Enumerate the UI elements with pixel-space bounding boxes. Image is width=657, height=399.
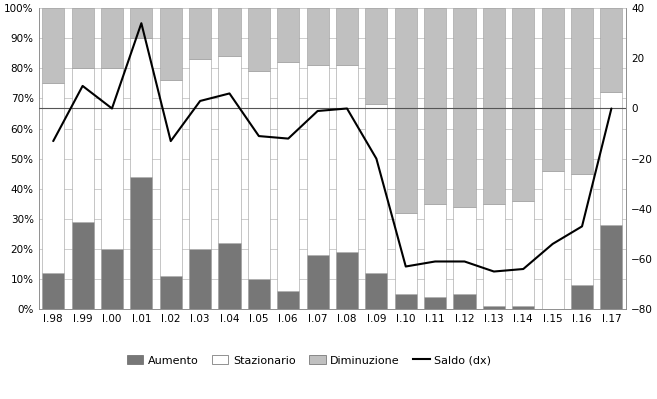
Bar — [160, 8, 182, 81]
Bar — [101, 68, 123, 249]
Bar — [600, 93, 622, 225]
Bar — [600, 225, 622, 309]
Bar — [453, 294, 476, 309]
Bar — [130, 38, 152, 177]
Legend: Aumento, Stazionario, Diminuzione, Saldo (dx): Aumento, Stazionario, Diminuzione, Saldo… — [122, 351, 495, 370]
Bar — [541, 8, 564, 171]
Bar — [483, 306, 505, 309]
Bar — [365, 273, 388, 309]
Bar — [277, 291, 299, 309]
Bar — [336, 8, 358, 65]
Bar — [189, 8, 211, 59]
Bar — [453, 207, 476, 294]
Bar — [307, 8, 328, 65]
Bar — [277, 62, 299, 291]
Bar — [307, 255, 328, 309]
Bar — [219, 243, 240, 309]
Bar — [512, 201, 534, 306]
Bar — [42, 8, 64, 83]
Bar — [307, 65, 328, 255]
Bar — [571, 285, 593, 309]
Bar — [72, 8, 93, 68]
Bar — [72, 68, 93, 222]
Bar — [424, 8, 446, 204]
Bar — [130, 8, 152, 38]
Bar — [219, 8, 240, 56]
Bar — [424, 297, 446, 309]
Bar — [72, 222, 93, 309]
Bar — [483, 8, 505, 204]
Bar — [189, 59, 211, 249]
Bar — [42, 83, 64, 273]
Bar — [424, 204, 446, 297]
Bar — [365, 105, 388, 273]
Bar — [336, 65, 358, 252]
Bar — [395, 8, 417, 213]
Bar — [189, 249, 211, 309]
Bar — [248, 8, 270, 71]
Bar — [219, 56, 240, 243]
Bar — [365, 8, 388, 105]
Bar — [130, 177, 152, 309]
Bar — [160, 81, 182, 276]
Bar — [571, 8, 593, 174]
Bar — [600, 8, 622, 93]
Bar — [248, 71, 270, 279]
Bar — [571, 174, 593, 285]
Bar — [453, 8, 476, 207]
Bar — [483, 204, 505, 306]
Bar — [512, 306, 534, 309]
Bar — [101, 8, 123, 68]
Bar — [160, 276, 182, 309]
Bar — [336, 252, 358, 309]
Bar — [512, 8, 534, 201]
Bar — [541, 171, 564, 309]
Bar — [248, 279, 270, 309]
Bar — [42, 273, 64, 309]
Bar — [395, 294, 417, 309]
Bar — [277, 8, 299, 62]
Bar — [395, 213, 417, 294]
Bar — [101, 249, 123, 309]
